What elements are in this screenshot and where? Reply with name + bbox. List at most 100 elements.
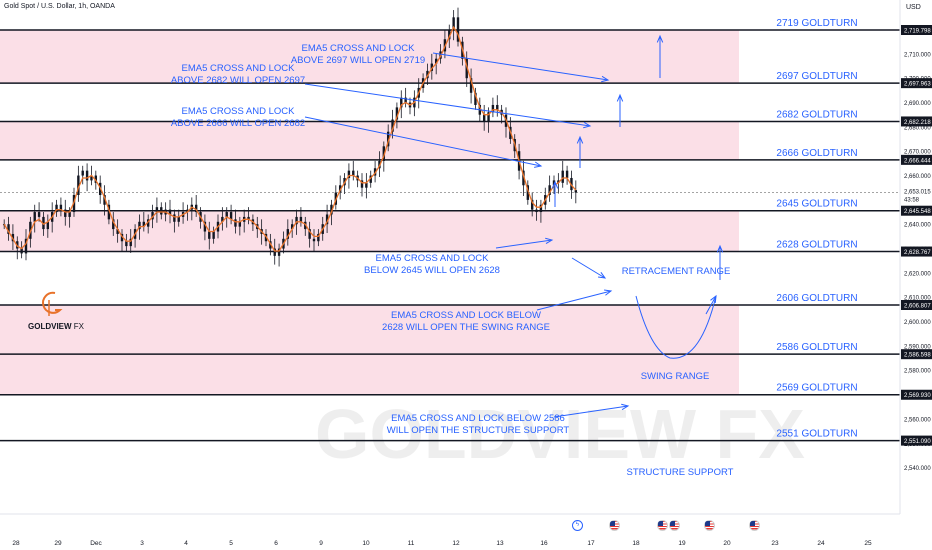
level-price-label: 2,628.767: [904, 250, 931, 256]
candle-body: [330, 204, 333, 215]
annotation-text: EMA5 CROSS AND LOCK BELOW 2586: [391, 413, 565, 424]
candle-body: [33, 212, 36, 222]
time-tick-label: 29: [54, 540, 62, 547]
levels: 2719 GOLDTURN 2697 GOLDTURN 2682 GOLDTURN 2…: [0, 18, 900, 442]
candle-body: [116, 229, 119, 234]
price-tick-label: 2,690.000: [904, 101, 931, 107]
candle-body: [103, 195, 106, 205]
candle-body: [308, 229, 311, 239]
candle-body: [548, 185, 551, 196]
current-price-label: 2,653.015: [904, 190, 931, 196]
goldview-logo: [42, 291, 63, 316]
arrow-head: [545, 237, 554, 245]
candle-body: [129, 238, 132, 247]
annotation-text: ABOVE 2682 WILL OPEN 2697: [171, 75, 305, 86]
current-price-tag: [901, 186, 932, 204]
level-price-tag: [901, 154, 932, 165]
zone-band: [0, 210, 739, 252]
event-marker-icon[interactable]: ϟ: [572, 520, 583, 531]
us-flag-icon[interactable]: [669, 520, 680, 531]
candle-body: [225, 212, 228, 217]
currency-label: USD: [906, 4, 921, 11]
logo-name-light: FX: [73, 322, 85, 331]
time-tick-label: 9: [319, 540, 323, 547]
candle-body: [85, 170, 89, 181]
arrow-head: [656, 34, 664, 43]
candle-body: [238, 221, 242, 227]
candle-body: [277, 248, 281, 256]
time-tick-label: 11: [408, 540, 415, 547]
candle-body: [107, 204, 111, 220]
level-price-tag: [901, 25, 932, 35]
arrow-head: [616, 93, 624, 102]
time-tick-label: 23: [771, 540, 779, 547]
level-price-tag: [901, 78, 932, 89]
time-tick-label: 10: [362, 540, 370, 547]
annotation-text: EMA5 CROSS AND LOCK: [182, 106, 296, 117]
price-tick-label: 2,610.000: [904, 296, 931, 302]
level-price-label: 2,697.963: [904, 82, 931, 88]
time-tick-label: 28: [12, 540, 20, 547]
price-tick-label: 2,680.000: [904, 125, 931, 131]
annotation-text: RETRACEMENT RANGE: [622, 266, 731, 277]
candle-body: [173, 214, 176, 222]
level-price-tag: [901, 435, 932, 446]
arrow-head: [604, 289, 613, 296]
price-tick-label: 2,710.000: [904, 52, 931, 58]
candle-body: [125, 241, 128, 247]
us-flag-icon[interactable]: [749, 520, 760, 531]
level-name-label: 2569 GOLDTURN: [776, 383, 857, 394]
candle-body: [360, 180, 364, 188]
candle-body: [146, 219, 150, 227]
candle-body: [530, 199, 534, 210]
candle-body: [456, 17, 460, 42]
time-tick-label: 20: [723, 540, 731, 547]
candle-body: [522, 170, 525, 186]
candle-body: [295, 216, 298, 225]
arrow-head: [534, 161, 543, 168]
time-tick-label: 24: [817, 540, 825, 547]
candle-body: [151, 212, 154, 220]
candle-body: [142, 221, 146, 227]
arrow-line: [304, 116, 542, 167]
price-tick-label: 2,670.000: [904, 150, 931, 156]
candle-body: [186, 209, 189, 213]
us-flag-icon[interactable]: [657, 520, 668, 531]
us-flag-icon[interactable]: [609, 520, 620, 531]
time-tick-label: 16: [540, 540, 548, 547]
candle-body: [365, 182, 368, 188]
candle-body: [94, 175, 98, 183]
candle-body: [290, 224, 294, 230]
level-price-label: 2,586.598: [904, 353, 931, 359]
candle-body: [221, 216, 224, 222]
logo-text: GOLDVIEW FX: [28, 322, 84, 331]
price-tick-label: 2,600.000: [904, 320, 931, 326]
arrow-head: [601, 75, 610, 83]
swing-range-curve: [635, 295, 717, 359]
candle-body: [565, 170, 569, 178]
watermark: GOLDVIEW FX: [315, 395, 805, 473]
candle-body: [155, 207, 159, 213]
annotation-text: EMA5 CROSS AND LOCK: [302, 43, 416, 54]
time-tick-label: 25: [864, 540, 872, 547]
level-price-tag: [901, 349, 932, 360]
candle-body: [234, 219, 237, 227]
zone-band: [0, 30, 739, 84]
candle-body: [160, 207, 163, 215]
logo-name-bold: GOLDVIEW: [28, 322, 72, 331]
arrow-head: [621, 403, 630, 411]
time-tick-label: 17: [587, 540, 595, 547]
price-tick-label: 2,540.000: [904, 466, 931, 472]
candle-body: [286, 229, 290, 239]
level-name-label: 2586 GOLDTURN: [776, 342, 857, 353]
arrow-line: [553, 405, 629, 418]
level-name-label: 2666 GOLDTURN: [776, 148, 857, 159]
level-price-label: 2,719.798: [904, 29, 931, 35]
arrow-line: [304, 83, 591, 127]
us-flag-icon[interactable]: [704, 520, 715, 531]
time-tick-label: 4: [184, 540, 188, 547]
level-name-label: 2645 GOLDTURN: [776, 199, 857, 210]
level-name-label: 2682 GOLDTURN: [776, 109, 857, 120]
candle-body: [561, 170, 564, 183]
